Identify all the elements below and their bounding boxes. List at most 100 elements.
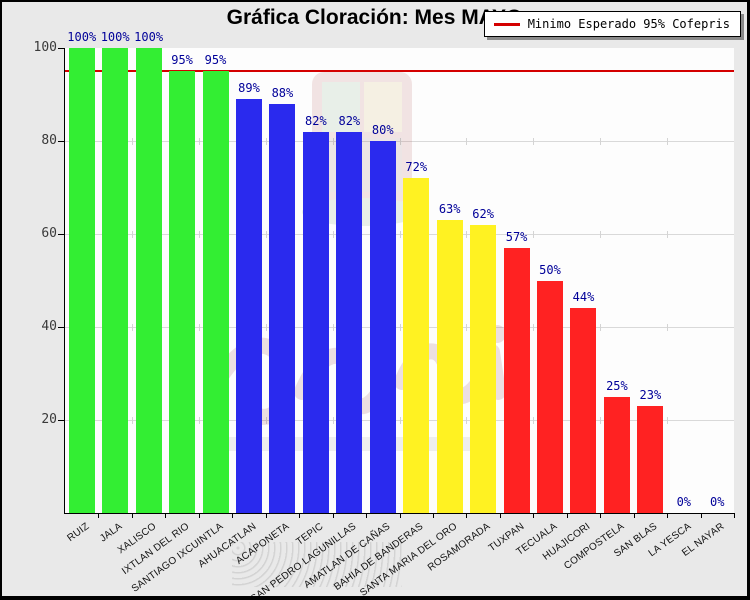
grid-stub	[265, 230, 267, 238]
bar-jala	[102, 48, 129, 513]
y-axis-tick-20	[58, 419, 64, 421]
bar-huajicori	[570, 308, 597, 513]
value-label-xalisco: 100%	[134, 30, 164, 44]
grid-stub	[332, 137, 334, 145]
grid-stub	[131, 416, 133, 424]
plot-area: 20 40 60 80 100 100% 100% 100% 95% 95% 89% 88% 82% 82…	[34, 30, 735, 518]
value-label-san-blas: 23%	[639, 388, 662, 403]
x-axis-tick	[265, 513, 267, 518]
bar-santiago-ixcuintla	[202, 71, 229, 513]
y-axis-label-20: 20	[41, 412, 57, 427]
grid-stub	[466, 137, 468, 145]
bar-compostela	[603, 396, 630, 513]
grid-stub	[667, 137, 669, 145]
value-label-santa-maria-del-oro: 63%	[438, 202, 461, 217]
grid-stub	[600, 230, 602, 238]
x-axis-tick	[466, 513, 468, 518]
bar-amatlan-de-ca-as	[369, 141, 396, 513]
grid-stub	[667, 230, 669, 238]
x-axis-tick	[232, 513, 234, 518]
x-axis-label-ruiz: RUIZ	[65, 521, 92, 545]
grid-stub	[399, 137, 401, 145]
grid-stub	[198, 416, 200, 424]
x-axis-tick	[566, 513, 568, 518]
bar-tecuala	[537, 280, 564, 513]
grid-stub	[332, 230, 334, 238]
x-axis-tick	[366, 513, 368, 518]
value-label-tecuala: 50%	[539, 262, 561, 277]
grid-stub	[533, 230, 535, 238]
grid-stub	[399, 416, 401, 424]
legend: Minimo Esperado 95% Cofepris	[483, 11, 741, 37]
grid-stub	[198, 137, 200, 145]
grid-stub	[399, 230, 401, 238]
grid-stub	[265, 137, 267, 145]
y-axis-label-80: 80	[41, 133, 57, 148]
y-axis-label-60: 60	[41, 226, 57, 241]
bar-ixtlan-del-rio	[169, 71, 196, 513]
value-label-amatlan-de-ca-as: 80%	[371, 123, 394, 137]
grid-stub	[600, 323, 602, 331]
x-axis-tick	[131, 513, 133, 518]
value-label-la-yesca: 0%	[676, 495, 692, 509]
value-label-san-pedro-lagunillas: 82%	[338, 113, 361, 128]
value-label-jala: 100%	[100, 30, 130, 44]
x-axis-tick	[432, 513, 434, 518]
y-axis-tick-100	[58, 47, 64, 49]
grid-stub	[198, 323, 200, 331]
value-label-tuxpan: 57%	[505, 229, 528, 244]
y-axis-tick-60	[58, 233, 64, 235]
value-label-acaponeta: 88%	[271, 85, 294, 100]
x-axis-tick	[98, 513, 100, 518]
bar-acaponeta	[269, 103, 296, 513]
grid-stub	[466, 323, 468, 331]
bar-xalisco	[135, 48, 162, 513]
x-axis-tick	[499, 513, 501, 518]
grid-stub	[667, 323, 669, 331]
x-axis-tick	[700, 513, 702, 518]
x-axis-label-jala: JALA	[98, 521, 125, 545]
value-label-el-nayar: 0%	[710, 495, 725, 509]
x-axis-labels: RUIZ JALA XALISCO IXTLAN DEL RIO SANTIAGO IX…	[64, 521, 733, 596]
x-axis-tick	[734, 513, 735, 518]
grid-stub	[399, 323, 401, 331]
value-label-tepic: 82%	[305, 113, 327, 128]
x-axis-tick	[533, 513, 535, 518]
x-axis-tick	[633, 513, 635, 518]
y-axis-label-100: 100	[33, 40, 57, 55]
grid-stub	[332, 323, 334, 331]
x-axis-tick	[667, 513, 669, 518]
grid-stub	[600, 416, 602, 424]
grid-stub	[265, 416, 267, 424]
grid-stub	[466, 230, 468, 238]
value-label-santiago-ixcuintla: 95%	[204, 53, 227, 68]
x-axis-tick	[399, 513, 401, 518]
grid-stub	[533, 323, 535, 331]
bar-san-blas	[637, 406, 664, 513]
bar-rosamorada	[470, 224, 497, 513]
grid-stub	[131, 137, 133, 145]
x-axis-tick	[600, 513, 602, 518]
value-label-ruiz: 100%	[67, 30, 97, 44]
value-label-ixtlan-del-rio: 95%	[171, 53, 193, 68]
bar-ruiz	[68, 48, 95, 513]
bar-santa-maria-del-oro	[436, 220, 463, 513]
bar-bahia-de-banderas	[403, 178, 430, 513]
y-axis-tick-40	[58, 326, 64, 328]
x-axis-tick	[332, 513, 334, 518]
x-axis-tick	[299, 513, 301, 518]
value-label-rosamorada: 62%	[472, 206, 494, 221]
value-label-bahia-de-banderas: 72%	[405, 160, 428, 175]
bar-ahuacatlan	[235, 99, 262, 513]
grid-stub	[533, 137, 535, 145]
threshold-line-95	[65, 70, 734, 73]
legend-line-swatch	[493, 22, 520, 26]
grid-stub	[332, 416, 334, 424]
y-axis-tick-80	[58, 140, 64, 142]
legend-label: Minimo Esperado 95% Cofepris	[527, 17, 730, 31]
x-axis-tick	[165, 513, 167, 518]
x-axis-tick	[198, 513, 200, 518]
grid-stub	[131, 323, 133, 331]
bar-san-pedro-lagunillas	[336, 131, 363, 513]
